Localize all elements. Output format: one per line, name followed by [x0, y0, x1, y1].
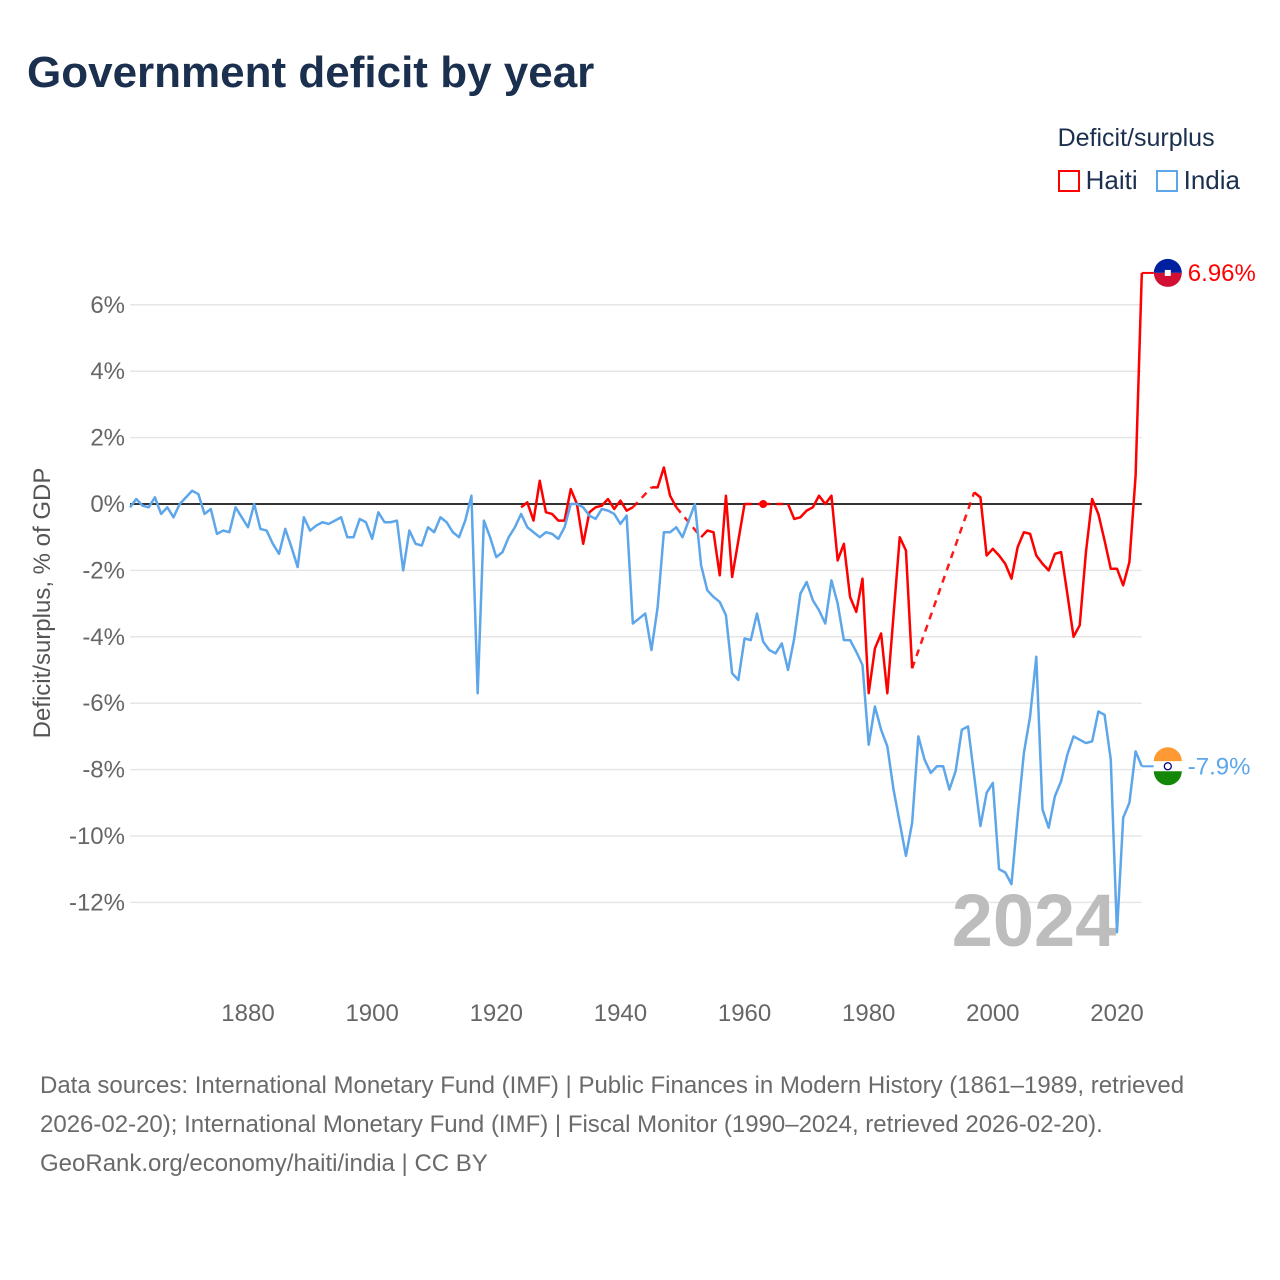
legend-label-india: India	[1183, 165, 1240, 195]
footer: Data sources: International Monetary Fun…	[40, 1066, 1240, 1183]
y-tick-label: 6%	[90, 292, 125, 319]
legend-swatch-haiti	[1057, 169, 1080, 192]
legend-label-haiti: Haiti	[1085, 165, 1138, 195]
flag-stripe	[1153, 771, 1182, 786]
end-label-haiti: 6.96%	[1188, 260, 1256, 287]
y-axis-label: Deficit/surplus, % of GDP	[29, 468, 56, 739]
chart-title: Government deficit by year	[27, 48, 595, 97]
series-line-india	[129, 489, 1143, 934]
x-tick-label: 2000	[966, 1000, 1019, 1027]
y-tick-label: 4%	[90, 358, 125, 385]
y-tick-label: 0%	[90, 491, 125, 518]
x-tick-label: 1960	[718, 1000, 771, 1027]
series-line-haiti	[700, 494, 746, 579]
legend-swatch-india	[1155, 169, 1178, 192]
flag-icon-haiti	[1153, 258, 1182, 287]
year-watermark: 2024	[952, 879, 1117, 962]
y-tick-label: -2%	[82, 557, 125, 584]
flag-stripe	[1153, 258, 1182, 273]
data-sources: Data sources: International Monetary Fun…	[40, 1072, 1185, 1138]
flag-chakra	[1163, 762, 1172, 771]
x-tick-label: 2020	[1090, 1000, 1143, 1027]
flag-stripe	[1153, 761, 1182, 772]
gap-line-haiti	[631, 486, 653, 509]
series-line-haiti	[973, 272, 1144, 639]
series-line-haiti	[786, 494, 914, 695]
y-tick-label: -10%	[69, 823, 125, 850]
flag-icon-india	[1153, 747, 1182, 786]
flag-stripe	[1153, 272, 1182, 287]
y-tick-label: -12%	[69, 889, 125, 916]
legend-title: Deficit/surplus	[1057, 124, 1215, 152]
end-label-india: -7.9%	[1188, 753, 1251, 780]
y-tick-label: -8%	[82, 757, 125, 784]
legend: Deficit/surplus Haiti India	[1057, 124, 1240, 196]
legend-item-haiti[interactable]: Haiti	[1057, 165, 1138, 196]
credit-link[interactable]: GeoRank.org/economy/haiti/india | CC BY	[40, 1150, 488, 1177]
series-line-haiti	[651, 466, 678, 508]
x-tick-label: 1880	[221, 1000, 274, 1027]
x-tick-label: 1980	[842, 1000, 895, 1027]
x-tick-label: 1900	[345, 1000, 398, 1027]
y-tick-label: 2%	[90, 425, 125, 452]
y-tick-label: -4%	[82, 624, 125, 651]
y-tick-label: -6%	[82, 690, 125, 717]
flag-stripe	[1153, 747, 1182, 762]
legend-item-india[interactable]: India	[1155, 165, 1240, 196]
gap-line-haiti	[910, 491, 976, 669]
x-tick-label: 1940	[594, 1000, 647, 1027]
flag-emblem	[1164, 269, 1171, 276]
x-tick-label: 1920	[470, 1000, 523, 1027]
